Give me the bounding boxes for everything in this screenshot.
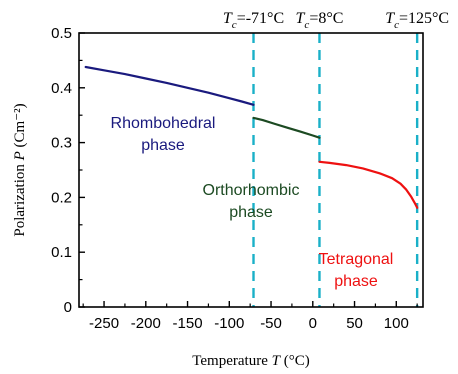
y-tick-label: 0.2: [51, 189, 72, 206]
x-tick-label: -150: [173, 315, 203, 332]
transition-label: Tc=8°C: [296, 10, 344, 31]
x-tick-label: -200: [131, 315, 161, 332]
x-tick-label: 0: [309, 315, 317, 332]
transition-temperature-labels: Tc=-71°C Tc=8°C Tc=125°C: [223, 10, 449, 31]
x-tick-label: 50: [346, 315, 363, 332]
y-tick-label: 0.1: [51, 244, 72, 261]
y-tick-label: 0.4: [51, 80, 72, 97]
y-axis-title: Polarization P (Cm⁻²): [12, 103, 28, 236]
x-tick-label: 100: [384, 315, 409, 332]
y-tick-label: 0.3: [51, 135, 72, 152]
x-tick-label: -50: [260, 315, 282, 332]
phase-labels: Rhombohedral phase Orthorhombic phase Tetrag…: [111, 115, 394, 290]
transition-label: Tc=125°C: [385, 10, 449, 31]
phase-label: phase: [229, 204, 273, 221]
y-tick-label: 0.5: [51, 25, 72, 42]
phase-label: Rhombohedral: [111, 115, 216, 132]
phase-label: phase: [334, 273, 378, 290]
phase-label: Orthorhombic: [203, 182, 300, 199]
phase-label: Tetragonal: [319, 251, 394, 268]
series-lines: [84, 65, 419, 209]
phase-label: phase: [141, 137, 185, 154]
series-line: [318, 160, 419, 209]
transition-lines: [252, 33, 419, 307]
y-tick-label: 0: [64, 299, 72, 316]
x-axis: -250 -200 -150 -100 -50 0 50 100: [82, 301, 418, 332]
y-axis: 0 0.1 0.2 0.3 0.4 0.5: [51, 25, 85, 316]
series-line: [252, 116, 321, 139]
x-axis-title: Temperature T (°C): [192, 353, 309, 369]
x-tick-label: -100: [214, 315, 244, 332]
transition-label: Tc=-71°C: [223, 10, 284, 31]
x-tick-label: -250: [89, 315, 119, 332]
series-line: [84, 65, 255, 106]
